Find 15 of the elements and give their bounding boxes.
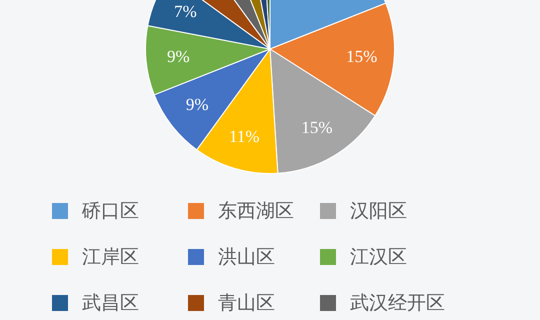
data-label: 9%: [166, 47, 190, 66]
legend-label: 硚口区: [82, 199, 139, 224]
legend-label: 武汉经开区: [350, 291, 445, 316]
legend-label: 江岸区: [82, 245, 139, 270]
legend-label: 武昌区: [82, 291, 139, 316]
legend-label: 洪山区: [218, 245, 275, 270]
data-label: 9%: [186, 94, 209, 114]
data-label: 7%: [174, 2, 197, 21]
data-label: 11%: [229, 126, 260, 146]
data-label: 15%: [301, 118, 332, 137]
legend-label: 汉阳区: [350, 199, 407, 224]
legend-label: 东西湖区: [218, 199, 294, 224]
data-label: 15%: [346, 47, 378, 66]
legend-label: 青山区: [218, 291, 275, 316]
legend-label: 江汉区: [350, 245, 407, 270]
